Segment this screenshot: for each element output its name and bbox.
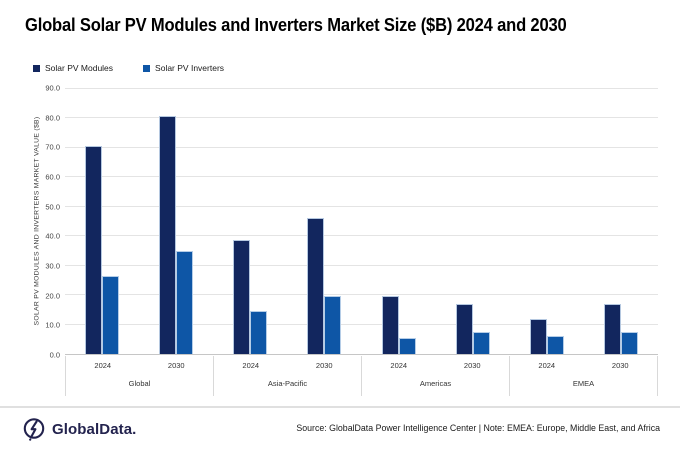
x-axis-year-label: 2030: [315, 361, 333, 370]
bar-solar-pv-modules-americas-2024: [381, 296, 399, 354]
bar-solar-pv-modules-asia-pacific-2024: [233, 240, 251, 354]
bar-solar-pv-modules-emea-2024: [529, 318, 547, 354]
gridline: [65, 87, 658, 89]
brand-wordmark: GlobalData.: [52, 420, 137, 438]
bar-pair-global-2024: [65, 88, 139, 354]
y-tick-label: 0.0: [49, 350, 60, 360]
bar-solar-pv-inverters-asia-pacific-2030: [324, 296, 342, 354]
legend-item-modules: Solar PV Modules: [33, 63, 113, 73]
bar-solar-pv-modules-global-2024: [85, 145, 103, 354]
gridline: [65, 235, 658, 237]
inverters-legend-label: Solar PV Inverters: [155, 63, 225, 73]
x-axis-year-row: 2024 2030: [214, 356, 361, 375]
x-axis-group-emea: 2024 2030 EMEA: [509, 356, 658, 396]
x-axis-year-label: 2024: [242, 361, 260, 370]
x-axis-group-global: 2024 2030 Global: [65, 356, 213, 396]
gridline: [65, 323, 658, 325]
bar-solar-pv-inverters-americas-2024: [398, 337, 416, 354]
y-tick-label: 50.0: [45, 202, 60, 212]
legend-item-inverters: Solar PV Inverters: [143, 63, 224, 73]
bar-pair-emea-2024: [510, 88, 584, 354]
chart-title: Global Solar PV Modules and Inverters Ma…: [25, 15, 567, 35]
bar-pair-global-2030: [139, 88, 213, 354]
bar-solar-pv-inverters-global-2024: [102, 275, 120, 354]
bar-group-americas: [362, 88, 510, 354]
y-tick-label: 80.0: [45, 113, 60, 123]
bar-solar-pv-inverters-americas-2030: [472, 331, 490, 354]
x-axis-year-row: 2024 2030: [362, 356, 509, 375]
gridline: [65, 264, 658, 266]
bar-solar-pv-inverters-asia-pacific-2024: [250, 311, 268, 354]
bar-solar-pv-inverters-global-2030: [176, 250, 194, 354]
modules-legend-swatch: [33, 64, 40, 72]
bar-solar-pv-inverters-emea-2030: [620, 331, 638, 354]
bar-solar-pv-inverters-emea-2024: [546, 336, 564, 354]
x-axis-year-label: 2030: [463, 361, 481, 370]
y-tick-label: 10.0: [45, 320, 60, 330]
bar-pair-emea-2030: [584, 88, 658, 354]
y-tick-label: 30.0: [45, 261, 60, 271]
x-axis-year-label: 2024: [390, 361, 408, 370]
bar-pair-americas-2030: [436, 88, 510, 354]
bar-group-emea: [510, 88, 658, 354]
gridline: [65, 205, 658, 207]
x-axis-year-row: 2024 2030: [510, 356, 657, 375]
x-axis-year-label: 2030: [611, 361, 629, 370]
y-tick-label: 90.0: [45, 83, 60, 93]
x-axis-region-label: EMEA: [572, 379, 595, 388]
legend: Solar PV Modules Solar PV Inverters: [33, 63, 224, 73]
bar-solar-pv-modules-global-2030: [159, 116, 177, 354]
footer-divider: [0, 406, 680, 408]
y-tick-label: 70.0: [45, 142, 60, 152]
x-axis: 2024 2030 Global 2024 2030 Asia-Pacific 2024 20…: [65, 356, 658, 396]
bar-group-global: [65, 88, 213, 354]
y-tick-label: 40.0: [45, 231, 60, 241]
x-axis-group-americas: 2024 2030 Americas: [361, 356, 509, 396]
bar-solar-pv-modules-americas-2030: [455, 303, 473, 354]
y-axis-ticks: 0.0 10.0 20.0 30.0 40.0 50.0 60.0 70.0 80.0 90.0: [18, 84, 60, 360]
inverters-legend-swatch: [143, 64, 151, 72]
footer: GlobalData. Source: GlobalData Power Int…: [0, 407, 680, 450]
bar-pair-asia-pacific-2024: [213, 88, 287, 354]
x-axis-region-label: Americas: [419, 379, 452, 388]
brand-logo: GlobalData.: [22, 416, 136, 442]
bar-group-asia-pacific: [213, 88, 361, 354]
bar-pair-americas-2024: [362, 88, 436, 354]
gridline: [65, 294, 658, 296]
x-axis-group-asia-pacific: 2024 2030 Asia-Pacific: [213, 356, 361, 396]
x-axis-year-label: 2024: [538, 361, 556, 370]
x-axis-year-label: 2024: [94, 361, 112, 370]
x-axis-year-label: 2030: [167, 361, 185, 370]
x-axis-year-row: 2024 2030: [66, 356, 213, 375]
x-axis-region-label: Global: [128, 379, 151, 388]
y-tick-label: 60.0: [45, 172, 60, 182]
plot-area: [65, 87, 658, 355]
bar-groups: [65, 88, 658, 354]
bar-pair-asia-pacific-2030: [287, 88, 361, 354]
modules-legend-label: Solar PV Modules: [45, 63, 114, 73]
y-tick-label: 20.0: [45, 291, 60, 301]
bar-solar-pv-modules-asia-pacific-2030: [307, 218, 325, 354]
gridline: [65, 146, 658, 148]
source-note: Source: GlobalData Power Intelligence Ce…: [296, 423, 660, 433]
globaldata-logo-icon: [23, 418, 45, 441]
x-axis-region-label: Asia-Pacific: [267, 379, 308, 388]
gridline: [65, 117, 658, 119]
gridline: [65, 176, 658, 178]
bar-solar-pv-modules-emea-2030: [603, 303, 621, 354]
